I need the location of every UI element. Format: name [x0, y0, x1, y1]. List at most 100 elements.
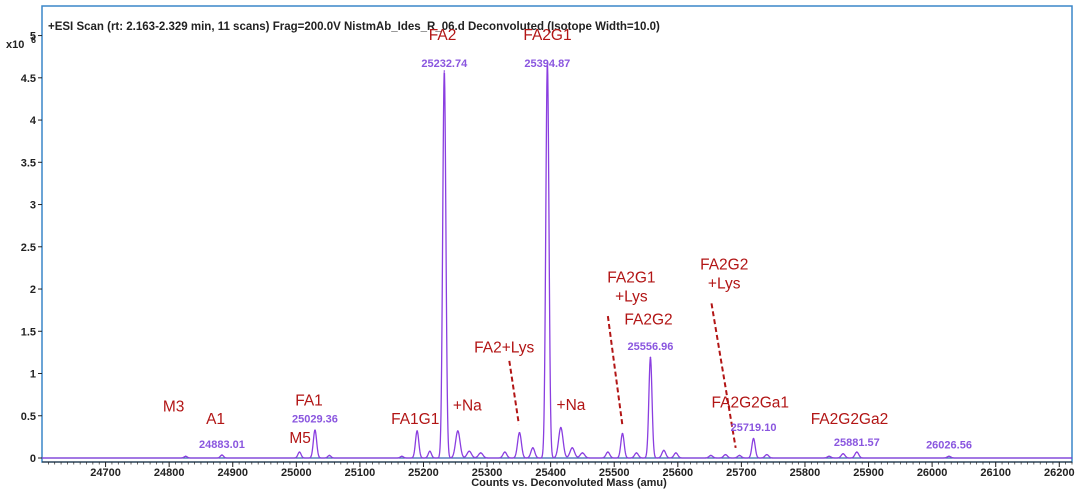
glycan-label: A1: [206, 411, 225, 428]
y-tick-label: 2.5: [21, 242, 36, 254]
x-tick-label: 25200: [408, 467, 439, 479]
y-multiplier-label: x10: [6, 39, 24, 51]
x-tick-label: 24900: [217, 467, 248, 479]
x-tick-label: 25900: [853, 467, 884, 479]
x-tick-label: 25400: [535, 467, 566, 479]
glycan-label: FA2G2Ga1: [712, 394, 790, 411]
peak-point: [621, 432, 624, 435]
glycan-label: +Na: [453, 398, 482, 415]
peak-point: [443, 70, 446, 72]
glycan-label: FA2G2: [624, 312, 672, 329]
peak-mass-label: 25719.10: [731, 422, 777, 434]
x-axis: 24700 24800 24900 25000 25100 25200 25300 25400…: [42, 461, 1075, 479]
peak-point: [468, 450, 471, 453]
peak-point: [504, 451, 506, 453]
peak-point: [532, 447, 534, 449]
peak-point: [828, 455, 830, 458]
x-tick-label: 24700: [90, 467, 121, 479]
annotation-arrow: [710, 303, 737, 449]
x-axis-title: Counts vs. Deconvoluted Mass (amu): [471, 477, 667, 489]
y-tick-label: 0: [30, 453, 36, 465]
annotation-arrow: [606, 315, 624, 427]
y-tick-label: 5: [30, 31, 36, 43]
chart-title: +ESI Scan (rt: 2.163-2.329 min, 11 scans…: [48, 21, 660, 33]
y-tick-label: 0.5: [21, 411, 36, 423]
peak-point: [752, 437, 755, 440]
peak-point: [429, 450, 431, 453]
peak-point: [635, 452, 638, 454]
y-tick-label: 1: [30, 369, 36, 381]
peak-point: [724, 453, 727, 456]
x-tick-label: 24800: [154, 467, 185, 479]
glycan-label-layer: M3 A1 FA1 M5 FA1G1 FA2 +Na FA2G1 +Na FA2+Lys FA2G1…: [163, 27, 888, 447]
peak-point: [571, 447, 574, 449]
peak-point: [401, 455, 403, 458]
peak-point: [581, 452, 584, 454]
peak-mass-label: 25394.87: [524, 58, 570, 70]
y-axis: 0 0.5 1 1.5 2 2.5 3 3.5 4 4.5 5: [21, 31, 42, 465]
glycan-label: FA2G2 +Lys: [700, 257, 748, 293]
plot-frame: [41, 5, 1073, 463]
glycan-label: +Na: [557, 397, 586, 414]
peak-mass-label: 25556.96: [627, 341, 673, 353]
glycan-label: FA2: [429, 27, 457, 44]
glycan-label: M5: [289, 430, 311, 447]
glycan-label: FA2+Lys: [474, 339, 534, 356]
x-tick-label: 25800: [790, 467, 821, 479]
glycan-label: M3: [163, 399, 185, 416]
x-tick-label: 25100: [345, 467, 376, 479]
y-tick-label: 1.5: [21, 326, 36, 338]
peak-point: [416, 430, 418, 432]
peak-point: [221, 454, 223, 456]
peak-point: [607, 451, 609, 453]
peak-point: [663, 449, 665, 452]
x-tick-label: 25000: [281, 467, 312, 479]
peak-point: [948, 455, 950, 458]
annotation-arrow: [508, 360, 520, 425]
peak-point: [479, 452, 482, 454]
y-tick-label: 2: [30, 284, 36, 296]
peak-mass-label: 25232.74: [421, 58, 468, 70]
peak-point: [710, 454, 712, 457]
x-tick-label: 25600: [663, 467, 694, 479]
peak-point: [766, 453, 768, 456]
x-tick-label: 26100: [980, 467, 1011, 479]
x-tick-label: 26000: [917, 467, 948, 479]
peak-point: [738, 454, 741, 457]
peak-mass-label: 24883.01: [199, 439, 245, 451]
glycan-label: FA2G2Ga2: [811, 411, 889, 428]
peak-point: [560, 426, 562, 429]
glycan-label: FA2G1 +Lys: [607, 269, 655, 305]
peak-mass-label: 25881.57: [834, 437, 880, 449]
x-tick-label: 25300: [472, 467, 503, 479]
peak-point: [457, 430, 459, 432]
glycan-label: FA1: [295, 393, 323, 410]
x-tick-label: 25500: [599, 467, 630, 479]
peak-point: [298, 451, 301, 453]
peak-point: [184, 455, 187, 458]
peak-point: [518, 431, 521, 434]
x-tick-label: 26200: [1044, 467, 1075, 479]
peak-point: [546, 61, 549, 64]
arrow-layer: [508, 303, 737, 449]
y-tick-label: 3.5: [21, 157, 36, 169]
y-exponent-label: 6: [31, 35, 36, 45]
peak-point: [856, 451, 858, 453]
peak-point: [675, 452, 677, 454]
glycan-label: FA1G1: [391, 411, 439, 428]
peak-point: [649, 356, 652, 359]
mass-label-layer: 24883.01 25029.36 25232.74 25394.87 25556.96…: [199, 58, 972, 452]
peak-point: [328, 454, 331, 457]
x-tick-label: 25700: [726, 467, 757, 479]
glycan-label: FA2G1: [523, 27, 571, 44]
peak-point: [842, 452, 844, 455]
y-tick-label: 3: [30, 200, 36, 212]
peak-point: [314, 429, 316, 431]
peak-mass-label: 25029.36: [292, 414, 338, 426]
trace-layer: [41, 61, 1073, 459]
y-tick-label: 4: [30, 115, 37, 127]
peak-mass-label: 26026.56: [926, 440, 972, 452]
spectrum-trace: [41, 62, 1073, 459]
y-tick-label: 4.5: [21, 73, 36, 85]
